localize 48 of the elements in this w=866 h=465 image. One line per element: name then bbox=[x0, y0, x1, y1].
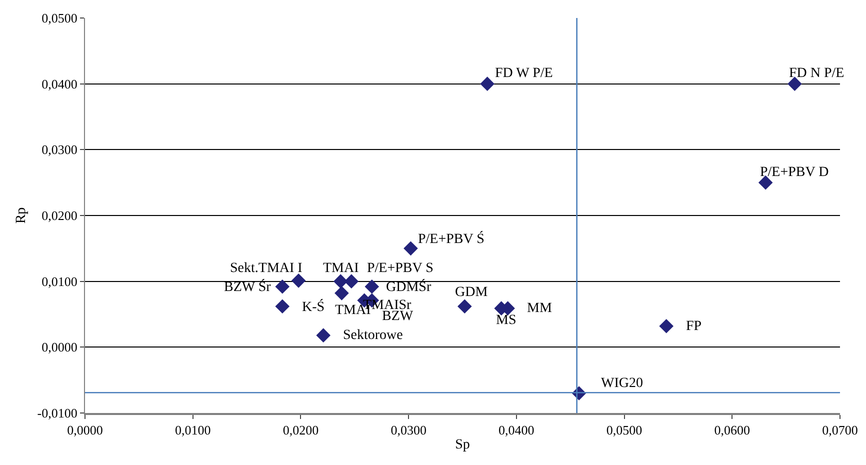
annotation: MS bbox=[496, 313, 516, 328]
y-tick-label: 0,0100 bbox=[42, 274, 78, 289]
y-tick-label: 0,0300 bbox=[42, 142, 78, 158]
y-tick-label: -0,0100 bbox=[37, 406, 78, 421]
annotation: FP bbox=[686, 319, 702, 334]
annotation: MM bbox=[527, 301, 552, 316]
point bbox=[788, 76, 802, 91]
annotation: P/E+PBV S bbox=[367, 261, 434, 276]
x-axis-title: Sp bbox=[455, 437, 470, 452]
point bbox=[344, 274, 359, 288]
annotation: Sektorowe bbox=[343, 328, 403, 343]
annotation: FD N P/E bbox=[789, 66, 844, 81]
y-axis-title: Rp bbox=[14, 207, 29, 224]
y-tick-label: 0,0500 bbox=[42, 10, 78, 26]
annotation: WIG20 bbox=[601, 376, 643, 391]
point bbox=[334, 286, 349, 300]
x-tick-label: 0,0300 bbox=[390, 422, 426, 438]
point bbox=[364, 279, 380, 294]
x-tick-label: 0,0100 bbox=[174, 422, 211, 438]
y-tick-label: 0,0000 bbox=[42, 340, 78, 355]
annotation: K-Ś bbox=[302, 298, 325, 315]
annotation: GDMŚr bbox=[386, 278, 432, 295]
annotation: P/E+PBV Ś bbox=[418, 230, 484, 247]
annotation: TMAI bbox=[323, 261, 360, 276]
point bbox=[316, 328, 331, 342]
x-tick-label: 0,0200 bbox=[282, 422, 319, 438]
point bbox=[458, 299, 472, 314]
point bbox=[758, 175, 773, 190]
point bbox=[659, 318, 674, 334]
annotation: Sekt.TMAI I bbox=[230, 261, 303, 276]
y-tick-label: 0,0400 bbox=[42, 76, 78, 92]
x-tick-label: 0,0700 bbox=[822, 422, 858, 438]
annotation: FD W P/E bbox=[495, 66, 553, 81]
point bbox=[275, 279, 290, 294]
x-tick-label: 0,0400 bbox=[498, 422, 534, 438]
x-tick-label: 0,0000 bbox=[67, 422, 103, 438]
y-tick-label: 0,0200 bbox=[42, 208, 78, 224]
annotation: BZW Śr bbox=[224, 278, 272, 295]
annotation: BZW bbox=[382, 309, 414, 324]
point bbox=[480, 76, 494, 91]
annotation: GDM bbox=[455, 285, 488, 300]
annotation: P/E+PBV D bbox=[760, 165, 829, 180]
x-tick-label: 0,0600 bbox=[714, 422, 750, 438]
point bbox=[333, 274, 348, 288]
point bbox=[275, 299, 290, 314]
point bbox=[404, 241, 418, 256]
point bbox=[291, 274, 306, 288]
x-tick-label: 0,0500 bbox=[606, 422, 642, 438]
